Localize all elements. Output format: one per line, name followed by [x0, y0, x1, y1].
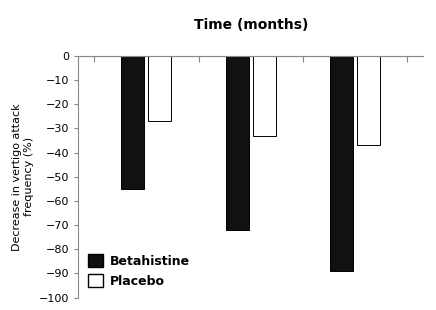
Bar — [253, 56, 276, 135]
Bar — [330, 56, 353, 271]
Bar — [226, 56, 249, 230]
Bar — [357, 56, 380, 145]
Legend: Betahistine, Placebo: Betahistine, Placebo — [85, 250, 194, 291]
Bar — [121, 56, 144, 189]
Y-axis label: Decrease in vertigo attack
frequency (%): Decrease in vertigo attack frequency (%) — [12, 103, 34, 250]
X-axis label: Time (months): Time (months) — [194, 18, 308, 32]
Bar — [148, 56, 171, 121]
